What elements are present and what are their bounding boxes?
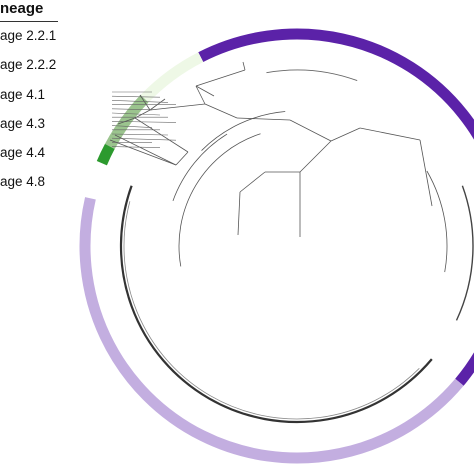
legend-item-4-4: age 4.4 [0,145,46,160]
leaf-fan-7 [111,121,177,123]
legend-divider [0,21,58,22]
branch-18 [139,94,151,111]
tip-arc-main [119,185,433,424]
tip-arc-inner [123,201,420,420]
tip-arc-right [455,185,474,321]
legend-item-2-2-2: age 2.2.2 [0,57,57,72]
branch-arc-3 [178,133,261,267]
leaf-fan-5 [111,112,161,116]
legend-item-4-8: age 4.8 [0,174,46,189]
branch-10 [236,117,291,121]
branch-5 [330,127,361,142]
branch-24 [109,139,177,166]
tree-branches [109,61,474,424]
leaf-fan-8 [111,125,153,128]
branch-20 [117,117,136,125]
branch-27 [237,191,241,236]
leaf-fan-1 [111,95,161,98]
leaf-fan-11 [111,137,177,141]
lineage-legend: neage age 2.2.1 age 2.2.2 age 4.1 age 4.… [0,0,60,200]
branch-15 [242,61,246,71]
branch-22 [175,151,189,166]
branch-14 [195,69,246,87]
branch-1 [299,140,332,173]
branch-9 [289,119,332,142]
legend-item-4-1: age 4.1 [0,87,46,102]
leaf-fan-13 [111,146,161,148]
legend-item-4-3: age 4.3 [0,116,46,131]
branch-6 [359,127,421,141]
branch-7 [419,139,433,207]
ring-segment-2-2-1 [198,28,474,386]
leaf-fan-4 [111,108,153,111]
branch-12 [204,103,238,119]
ring-segment-4-8 [79,197,464,464]
legend-item-2-2-1: age 2.2.1 [0,28,57,43]
branch-13 [195,85,206,105]
leaf-fan-10 [111,133,169,136]
branch-26 [239,171,266,193]
lineage-ring [79,28,474,464]
tip-arc-top [266,69,358,82]
leaf-fan-2 [111,100,169,103]
branch-16 [195,85,215,97]
ring-segment-2-2-2 [140,52,204,103]
branch-arc-8 [426,170,448,273]
branch-arc-4 [172,133,228,201]
branch-23 [114,134,177,166]
branch-arc-11 [201,111,286,151]
ring-segment-4-3 [96,143,115,166]
branch-17 [149,103,206,111]
legend-title: neage [0,0,44,17]
